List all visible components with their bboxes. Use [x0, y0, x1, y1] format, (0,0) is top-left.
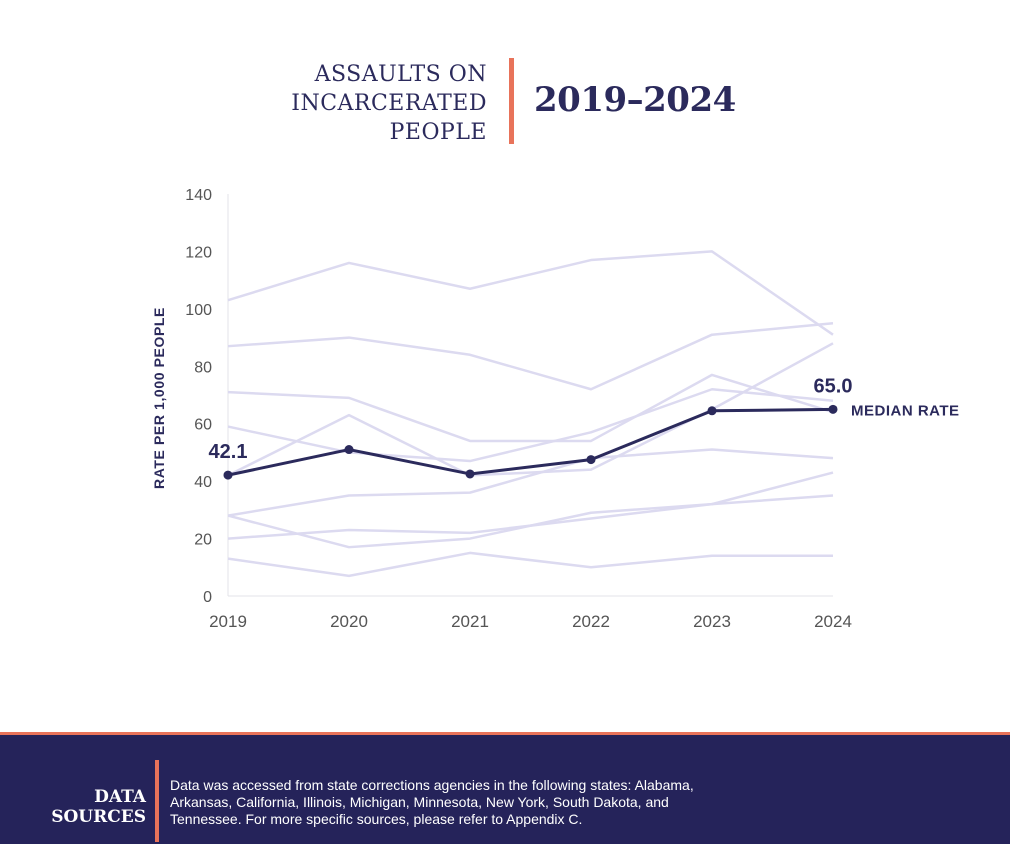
title-block: ASSAULTS ON INCARCERATED PEOPLE 2019–202… [0, 58, 1010, 150]
legend-median-rate: MEDIAN RATE [851, 402, 960, 419]
series-line-1 [227, 250, 834, 336]
y-tick-label: 20 [194, 532, 212, 549]
median-point [344, 445, 354, 455]
median-line [227, 407, 834, 477]
x-tick-label: 2021 [451, 612, 489, 631]
data-sources-footer: DATA SOURCES Data was accessed from stat… [0, 732, 1010, 844]
series-line-3 [227, 373, 834, 443]
sources-divider [155, 760, 159, 842]
y-tick-label: 40 [194, 474, 212, 491]
y-tick-label: 0 [203, 589, 212, 606]
x-tick-label: 2020 [330, 612, 368, 631]
title-divider [509, 58, 514, 144]
series-line-5 [227, 342, 834, 477]
series-line-6 [227, 448, 834, 517]
median-point [586, 455, 596, 465]
x-tick-label: 2023 [693, 612, 731, 631]
x-tick-label: 2019 [209, 612, 247, 631]
x-tick-label: 2024 [814, 612, 852, 631]
data-sources-label: DATA SOURCES [51, 787, 146, 827]
series-line-2 [227, 321, 834, 391]
y-tick-label: 60 [194, 417, 212, 434]
line-chart: 0 20 40 60 80 100 120 140 2019 2020 2021 2022 2023 20… [151, 187, 960, 631]
y-tick-label: 120 [185, 244, 212, 261]
median-point [828, 404, 838, 414]
series-line-8 [227, 494, 834, 540]
x-tick-label: 2022 [572, 612, 610, 631]
series-line-9 [227, 551, 833, 578]
data-label: 65.0 [814, 375, 853, 397]
y-tick-label: 100 [185, 302, 212, 319]
data-sources-text: Data was accessed from state corrections… [170, 777, 694, 827]
series-line-7 [227, 471, 834, 549]
data-label: 42.1 [209, 441, 248, 463]
median-point [465, 469, 475, 479]
y-tick-label: 80 [194, 359, 212, 376]
chart-title: ASSAULTS ON INCARCERATED PEOPLE [291, 62, 487, 145]
year-range: 2019–2024 [534, 80, 736, 120]
y-axis-label: RATE PER 1,000 PEOPLE [151, 307, 167, 489]
series-line-4 [227, 388, 834, 463]
median-point [223, 470, 233, 480]
y-tick-label: 140 [185, 187, 212, 204]
median-point [707, 406, 717, 416]
